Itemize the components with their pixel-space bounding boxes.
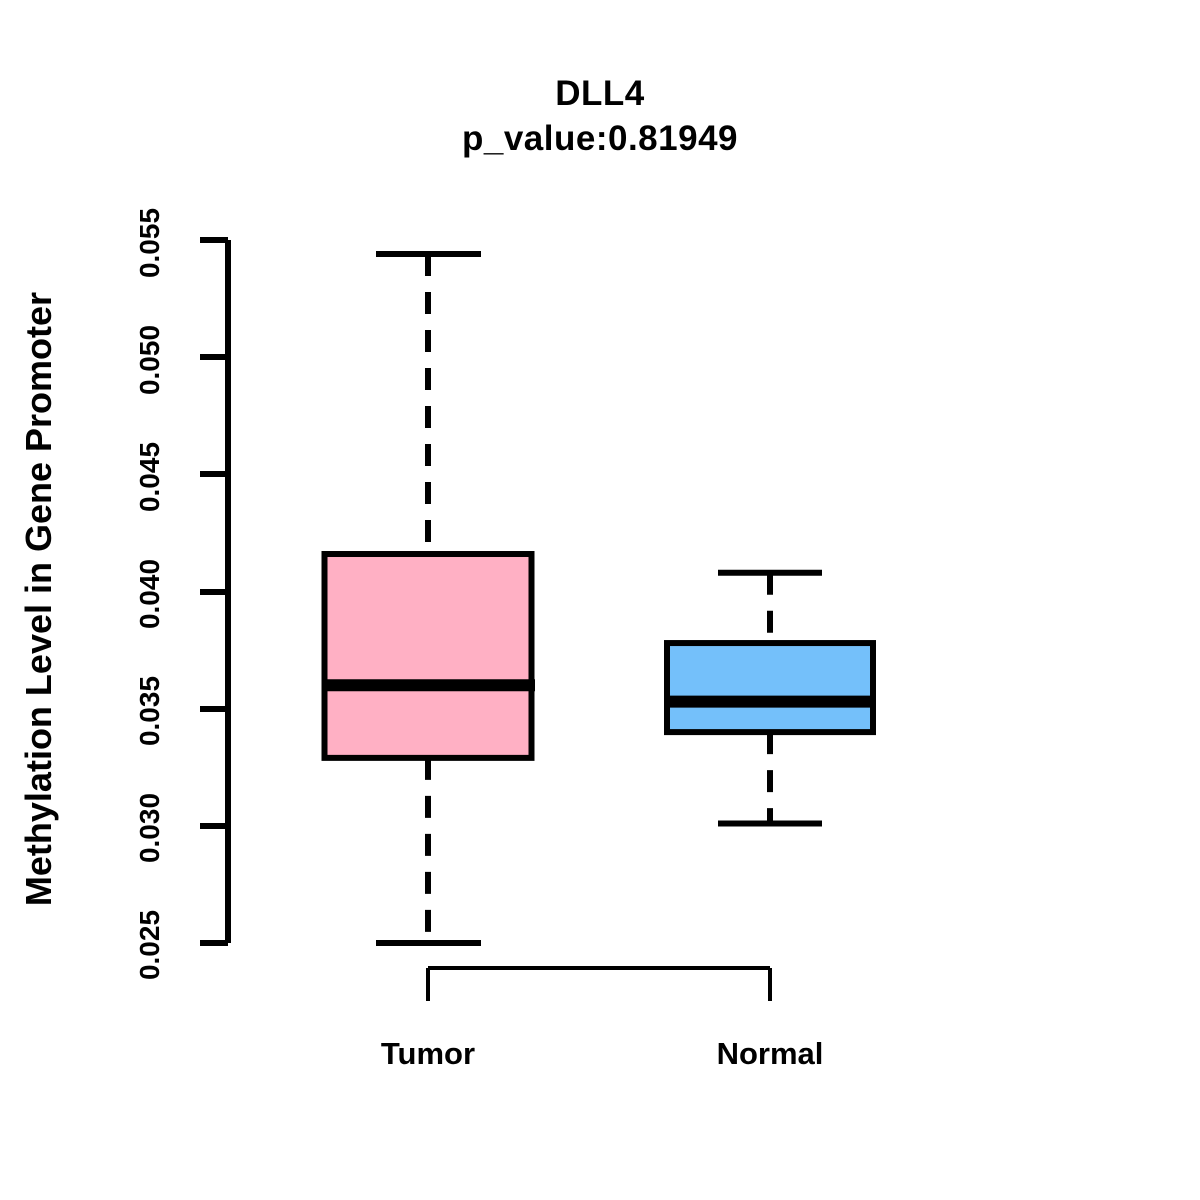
box-tumor [321, 251, 535, 946]
y-axis [200, 237, 231, 946]
x-tick-label-tumor: Tumor [380, 1036, 476, 1071]
box-rect-tumor [321, 551, 535, 761]
x-tick-label-normal: Normal [716, 1036, 824, 1071]
box-rect-normal [664, 640, 876, 736]
x-axis [426, 966, 772, 1001]
box-normal [664, 569, 876, 827]
